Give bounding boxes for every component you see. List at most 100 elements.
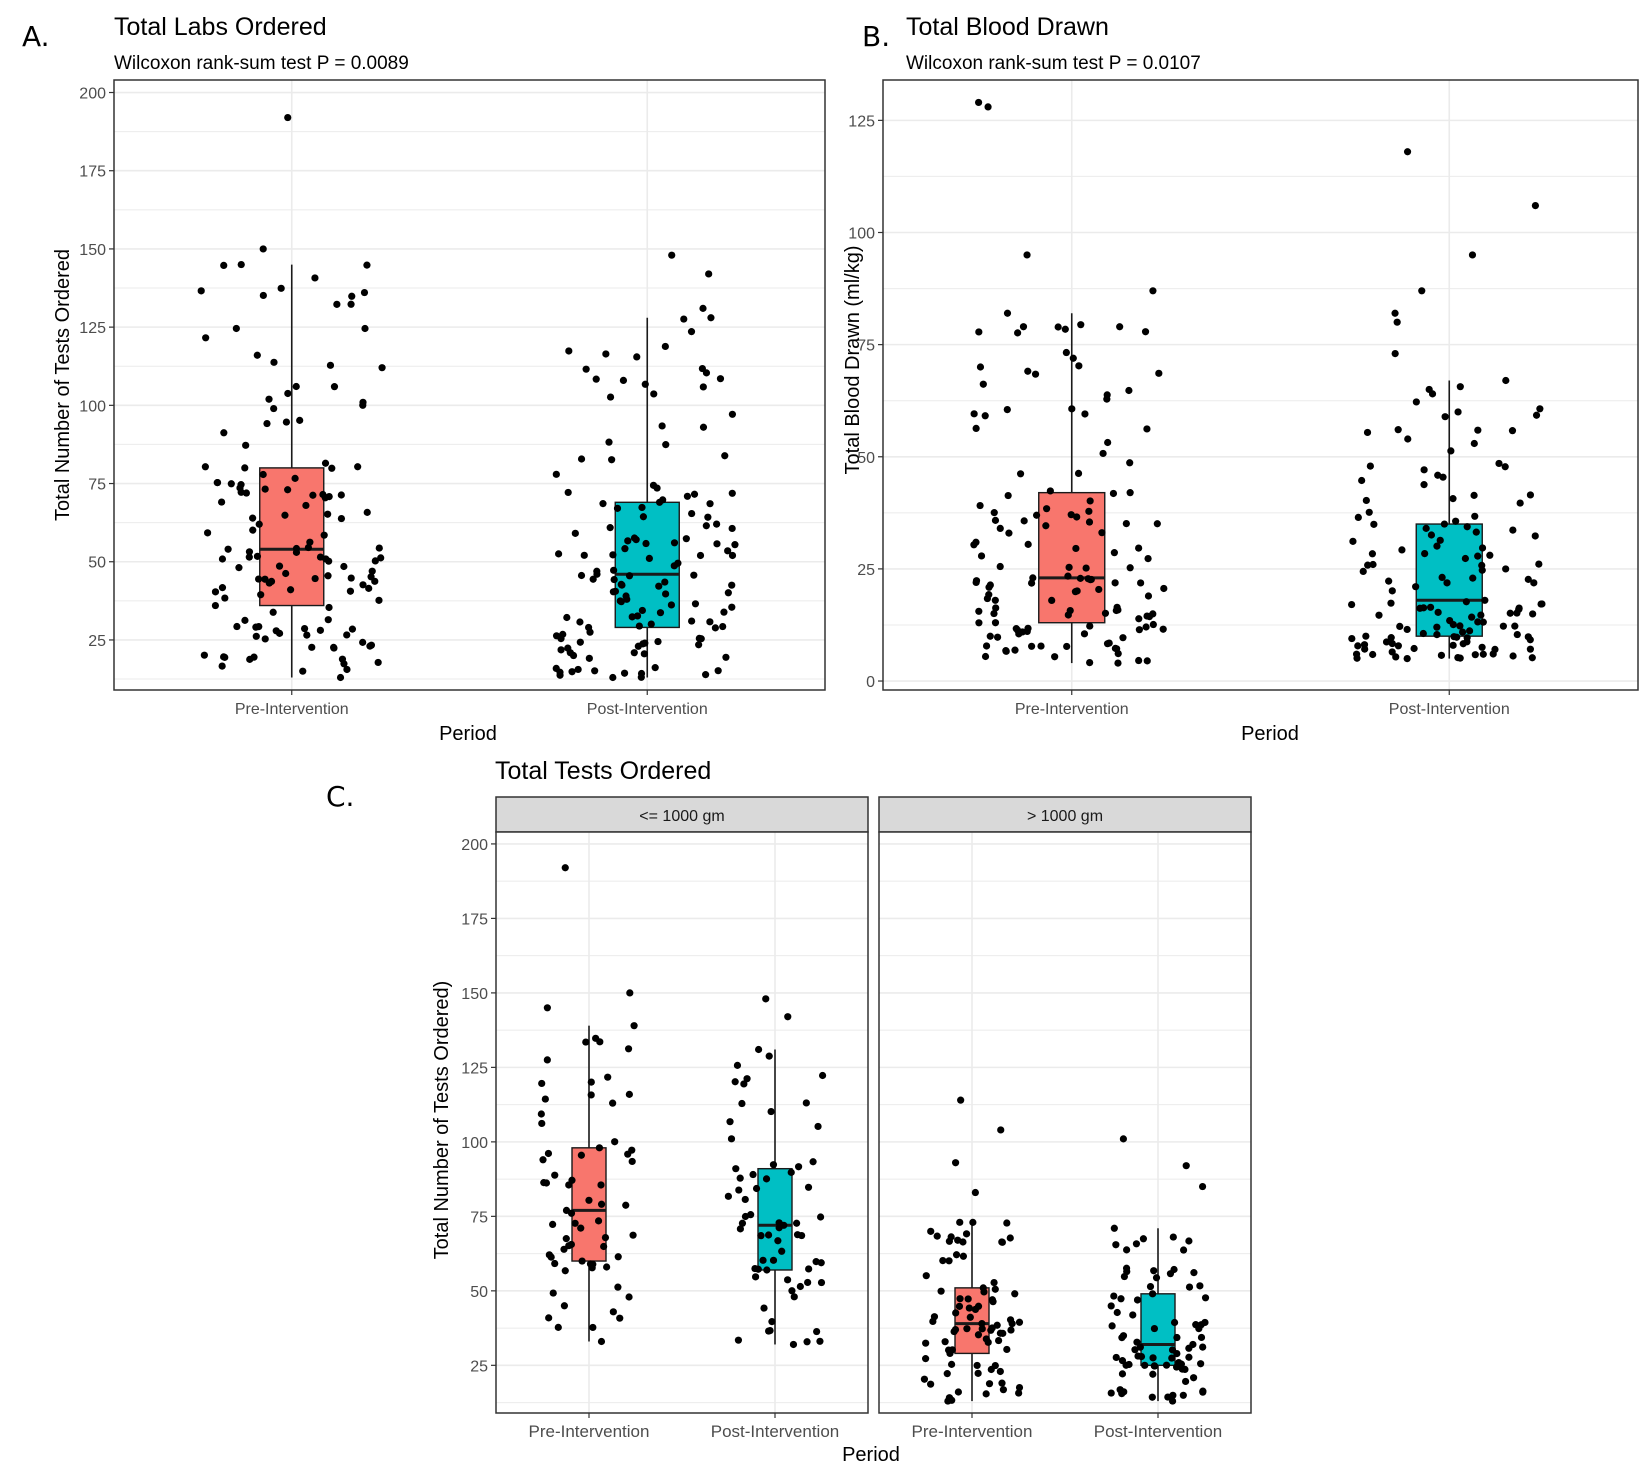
- facet-strip-label: > 1000 gm: [1027, 808, 1103, 825]
- data-point: [922, 1355, 930, 1363]
- data-point: [1456, 622, 1464, 630]
- data-point: [1189, 1374, 1198, 1382]
- data-point: [1135, 656, 1143, 665]
- data-point: [638, 606, 646, 615]
- data-point: [577, 1224, 585, 1232]
- data-point: [1029, 574, 1037, 582]
- data-point: [1479, 650, 1487, 658]
- data-point: [721, 452, 729, 460]
- data-point: [1179, 1391, 1187, 1399]
- data-point: [1502, 565, 1510, 573]
- data-point: [1434, 471, 1442, 479]
- data-point: [1003, 309, 1012, 317]
- data-point: [752, 1184, 761, 1193]
- data-point: [542, 1179, 551, 1187]
- data-point: [728, 410, 737, 418]
- data-point: [697, 635, 705, 643]
- data-point: [695, 641, 703, 649]
- data-point: [977, 552, 986, 560]
- data-point: [653, 484, 661, 492]
- data-point: [971, 1188, 979, 1197]
- data-point: [1113, 603, 1121, 611]
- data-point: [218, 662, 226, 670]
- data-point: [241, 464, 249, 472]
- data-point: [559, 630, 567, 638]
- data-point: [1014, 329, 1022, 337]
- data-point: [1098, 529, 1106, 537]
- data-point: [690, 571, 698, 579]
- data-point: [972, 424, 980, 433]
- box: [614, 501, 680, 629]
- data-point: [767, 1107, 775, 1116]
- data-point: [951, 1159, 960, 1167]
- data-point: [1020, 517, 1028, 525]
- data-point: [1465, 627, 1474, 635]
- data-point: [311, 274, 319, 282]
- data-point: [1048, 596, 1056, 604]
- y-tick-label: 75: [470, 1209, 488, 1226]
- y-tick-label: 50: [857, 450, 875, 467]
- data-point: [740, 1080, 748, 1088]
- data-point: [979, 380, 987, 388]
- data-point: [241, 616, 249, 624]
- data-point: [787, 1168, 795, 1176]
- data-point: [620, 669, 629, 677]
- data-point: [661, 342, 669, 351]
- y-tick-label: 75: [88, 477, 106, 494]
- data-point: [1478, 643, 1486, 651]
- data-point: [706, 500, 714, 508]
- data-point: [1160, 584, 1168, 593]
- data-point: [624, 1045, 633, 1053]
- data-point: [1382, 638, 1391, 646]
- data-point: [984, 1338, 992, 1346]
- y-tick-label: 25: [857, 562, 875, 579]
- data-point: [292, 544, 301, 553]
- data-point: [1502, 376, 1510, 385]
- data-point: [555, 550, 563, 558]
- data-point: [922, 1272, 930, 1280]
- data-point: [982, 642, 991, 650]
- data-point: [624, 537, 632, 545]
- data-point: [816, 1337, 824, 1345]
- data-point: [1438, 573, 1446, 582]
- data-point: [1105, 639, 1113, 647]
- data-point: [328, 464, 336, 472]
- data-point: [642, 539, 650, 548]
- data-point: [947, 1233, 955, 1241]
- data-point: [639, 513, 647, 521]
- data-point: [1114, 650, 1122, 658]
- data-point: [1392, 653, 1400, 661]
- data-point: [930, 1313, 939, 1321]
- y-tick-label: 125: [848, 113, 875, 130]
- plot-border: [495, 831, 869, 1414]
- data-point: [237, 481, 245, 489]
- data-point: [654, 637, 662, 646]
- data-point: [616, 1314, 624, 1322]
- data-point: [816, 1213, 825, 1221]
- data-point: [363, 261, 371, 269]
- data-point: [1528, 654, 1536, 662]
- data-point: [1197, 1333, 1206, 1342]
- data-point: [604, 1073, 612, 1081]
- data-point: [325, 557, 333, 565]
- data-point: [736, 1225, 744, 1233]
- data-point: [978, 1319, 986, 1328]
- plot-border: [113, 79, 826, 691]
- data-point: [1126, 459, 1134, 467]
- data-point: [1037, 642, 1045, 650]
- data-point: [571, 1219, 579, 1227]
- data-point: [1412, 398, 1420, 406]
- data-point: [538, 1119, 546, 1128]
- data-point: [1011, 1290, 1019, 1298]
- data-point: [233, 622, 241, 631]
- data-point: [1440, 520, 1449, 528]
- y-tick-label: 50: [88, 555, 106, 572]
- data-point: [371, 577, 379, 585]
- data-point: [618, 581, 626, 589]
- data-point: [784, 1013, 792, 1021]
- data-point: [805, 1265, 813, 1273]
- data-point: [338, 655, 347, 663]
- data-point: [599, 500, 607, 508]
- data-point: [347, 574, 355, 582]
- data-point: [1185, 1283, 1194, 1291]
